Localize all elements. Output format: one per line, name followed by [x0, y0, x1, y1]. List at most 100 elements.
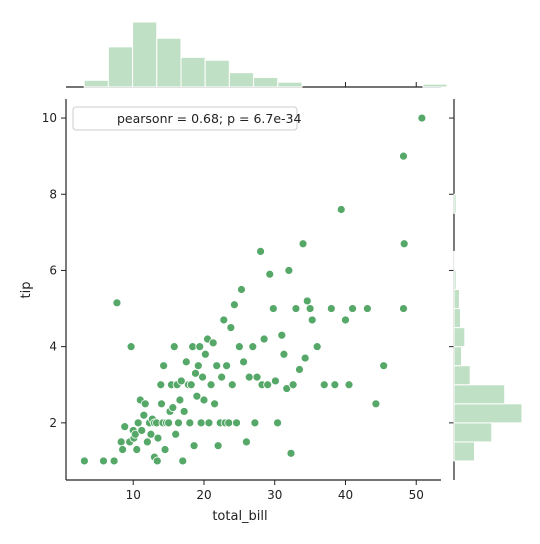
scatter-point [146, 429, 156, 439]
scatter-point [181, 357, 191, 367]
scatter-point [212, 361, 222, 371]
scatter-point [132, 445, 142, 454]
top-hist-bar [132, 21, 158, 88]
scatter-point [185, 418, 195, 428]
scatter-point [169, 342, 179, 352]
top-hist-bar [83, 79, 109, 88]
scatter-point [229, 300, 239, 310]
x-tick-label: 50 [409, 488, 424, 502]
y-tick-label: 2 [49, 416, 57, 430]
scatter-point [130, 429, 140, 439]
scatter-point [250, 418, 260, 428]
top-hist-bar [107, 46, 134, 88]
scatter-point [79, 456, 89, 466]
scatter-point [133, 418, 143, 428]
scatter-point [195, 342, 205, 352]
x-axis-label: total_bill [212, 509, 267, 524]
scatter-point [137, 426, 147, 435]
scatter-point [273, 418, 282, 428]
scatter-point [307, 315, 317, 325]
main-axes: 10 20 30 40 50 2 4 6 8 10 [42, 99, 441, 502]
scatter-point [126, 342, 136, 352]
scatter-point [319, 380, 329, 390]
scatter-point [193, 361, 203, 371]
scatter-point [417, 113, 427, 123]
scatter-point [305, 304, 315, 313]
scatter-point [160, 445, 170, 454]
scatter-point [200, 349, 210, 359]
scatter-point [159, 361, 169, 371]
scatter-point [330, 380, 340, 390]
top-hist-bar [277, 81, 303, 88]
scatter-point [213, 441, 223, 451]
x-tick-label: 20 [196, 488, 211, 502]
scatter-point [271, 376, 280, 386]
scatter-point [371, 399, 381, 409]
right-hist-bar [453, 384, 506, 405]
right-hist-bar [453, 327, 466, 348]
scatter-point [399, 151, 408, 161]
scatter-point [256, 246, 265, 256]
scatter-point [239, 357, 248, 367]
scatter-point [140, 399, 150, 409]
right-hist-bar [453, 308, 461, 329]
scatter-point [196, 418, 206, 428]
scatter-point [174, 418, 183, 428]
scatter-point [295, 365, 304, 374]
right-hist-bar [453, 403, 523, 424]
scatter-point [109, 456, 119, 466]
top-hist-bar [253, 76, 279, 88]
scatter-point [326, 304, 336, 313]
top-hist-bar [180, 56, 206, 88]
right-hist-bar [453, 250, 456, 271]
scatter-point [175, 395, 185, 405]
right-hist-bar [453, 365, 471, 386]
top-marginal-histogram [66, 21, 448, 88]
pearson-annotation: pearsonr = 0.68; p = 6.7e-34 [117, 111, 301, 126]
scatter-point [157, 399, 166, 409]
scatter-point [277, 330, 287, 340]
right-hist-bar [453, 269, 457, 291]
scatter-point [244, 372, 254, 382]
scatter-point [217, 372, 227, 382]
right-hist-bar [453, 193, 457, 214]
scatter-point [152, 456, 162, 466]
scatter-point [198, 372, 207, 382]
scatter-point [224, 418, 234, 428]
scatter-point [234, 342, 244, 352]
top-hist-bar [228, 72, 255, 88]
right-hist-bar [453, 346, 463, 367]
scatter-point [171, 429, 181, 439]
scatter-point [168, 403, 178, 413]
scatter-point [226, 323, 236, 333]
scatter-point [204, 418, 214, 428]
scatter-point [112, 298, 122, 308]
scatter-points [79, 113, 427, 466]
scatter-point [178, 456, 188, 466]
scatter-point [341, 315, 350, 325]
y-tick-label: 6 [49, 263, 57, 277]
scatter-point [208, 338, 218, 348]
scatter-point [191, 368, 200, 378]
x-tick-label: 40 [338, 488, 353, 502]
right-hist-bar [453, 422, 493, 443]
top-hist-bar [204, 59, 230, 88]
scatter-point [344, 380, 354, 390]
legend: pearsonr = 0.68; p = 6.7e-34 [72, 106, 301, 131]
scatter-point [222, 361, 232, 371]
scatter-point [192, 391, 202, 401]
scatter-point [265, 269, 275, 279]
scatter-point [291, 304, 301, 313]
scatter-point [284, 266, 294, 275]
scatter-point [210, 399, 219, 409]
scatter-point [363, 304, 372, 313]
y-axis-label: tip [19, 282, 34, 299]
scatter-point [232, 418, 241, 428]
right-hist-bar [453, 441, 476, 462]
scatter-point [379, 361, 389, 371]
scatter-point [286, 448, 296, 458]
scatter-point [142, 437, 152, 447]
scatter-point [120, 422, 130, 432]
scatter-point [164, 418, 173, 428]
